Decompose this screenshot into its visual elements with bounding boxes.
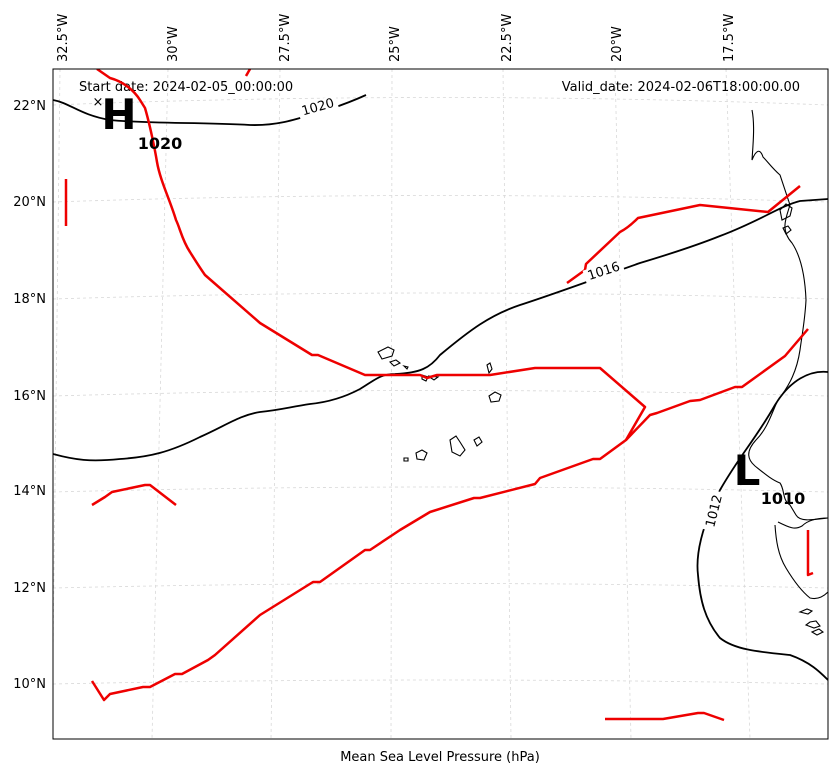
high-center-mark: × (93, 95, 104, 110)
high-center-symbol: H (101, 90, 136, 139)
lon-label-30w: 30°W (166, 26, 181, 62)
lon-label-20w: 20°W (610, 26, 625, 62)
africa-coast (748, 109, 828, 521)
isobar-label-1016: 1016 (586, 259, 622, 283)
map-frame (52, 68, 829, 740)
graticule (53, 69, 828, 739)
lon-label-32-5w: 32.5°W (56, 14, 71, 62)
lat-label-16n: 16°N (13, 389, 46, 404)
front-1 (90, 69, 647, 702)
lon-label-25w: 25°W (388, 26, 403, 62)
valid-date-label: Valid_date: 2024-02-06T18:00:00.00 (562, 80, 800, 95)
fronts (64, 69, 814, 722)
lat-label-22n: 22°N (13, 99, 46, 114)
lat-label-18n: 18°N (13, 292, 46, 307)
front-8 (806, 530, 814, 577)
isobar-labels: 1020 1016 1012 (296, 94, 727, 533)
front-4 (91, 483, 177, 507)
low-center-symbol: L (734, 446, 761, 495)
high-center-value: 1020 (138, 134, 183, 153)
low-pressure-center: L 1010 (734, 446, 806, 508)
lat-label-10n: 10°N (13, 677, 46, 692)
lon-label-17-5w: 17.5°W (722, 14, 737, 62)
coastlines (377, 109, 828, 636)
isobar-label-1020: 1020 (300, 96, 336, 120)
front-7 (605, 711, 725, 722)
front-6 (625, 328, 809, 441)
lon-label-27-5w: 27.5°W (278, 14, 293, 62)
latitude-axis: 22°N 20°N 18°N 16°N 14°N 12°N 10°N (13, 99, 46, 692)
lat-label-14n: 14°N (13, 484, 46, 499)
isobar-label-1012: 1012 (703, 493, 726, 529)
lon-label-22-5w: 22.5°W (500, 14, 515, 62)
chart-title: Mean Sea Level Pressure (hPa) (340, 750, 540, 765)
isobars (53, 94, 828, 681)
isobar-1012 (696, 370, 828, 681)
front-5 (566, 185, 801, 285)
cape-verde-island (377, 346, 395, 360)
isobar-1016-north (53, 198, 828, 462)
lat-label-20n: 20°N (13, 195, 46, 210)
front-2 (244, 69, 252, 77)
longitude-axis: 32.5°W 30°W 27.5°W 25°W 22.5°W 20°W 17.5… (56, 14, 737, 62)
low-center-value: 1010 (761, 489, 806, 508)
lat-label-12n: 12°N (13, 581, 46, 596)
high-pressure-center: × H 1020 (93, 90, 183, 153)
